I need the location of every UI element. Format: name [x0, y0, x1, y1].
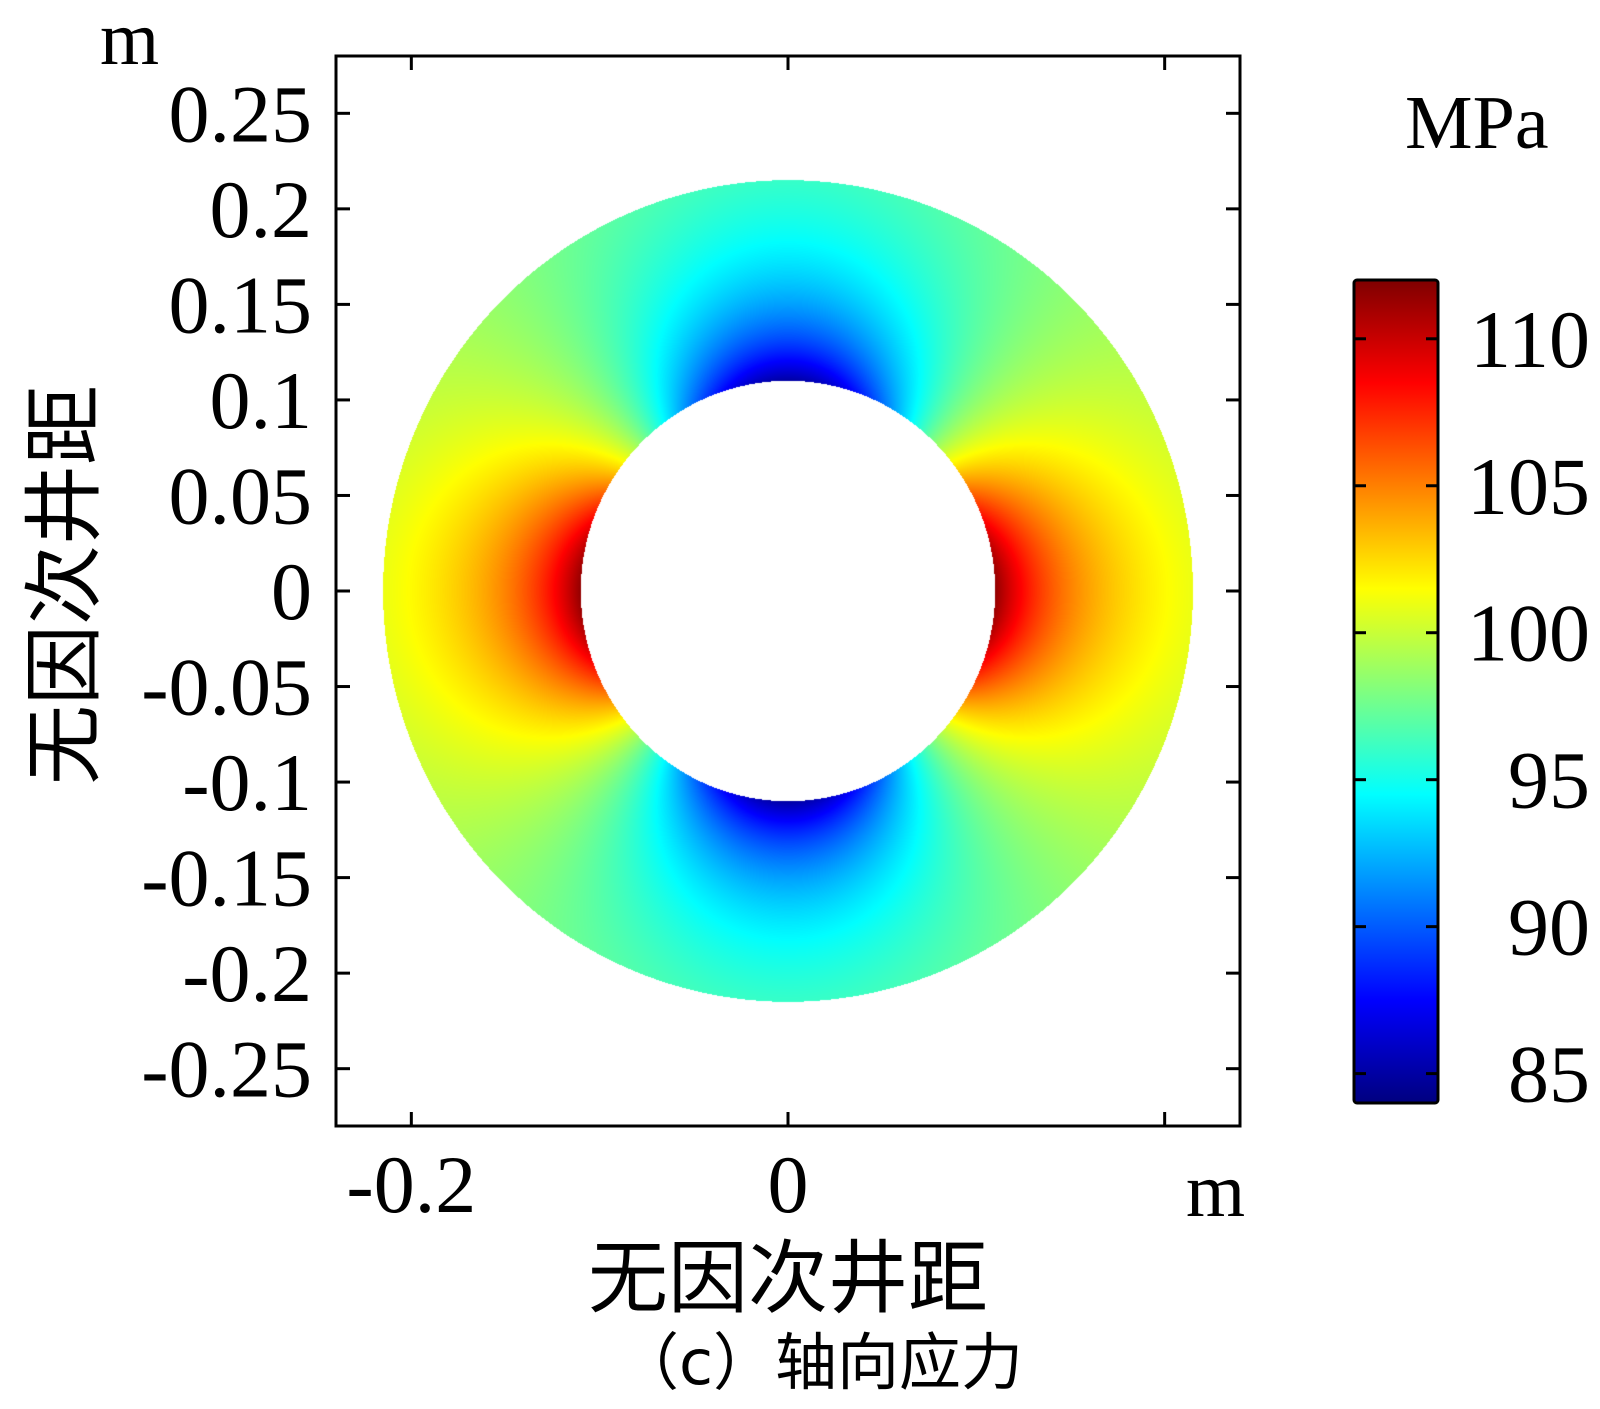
- y-tick-label: 0.2: [210, 164, 313, 255]
- colorbar-tick-label: 90: [1508, 882, 1590, 973]
- colorbar-tick-label: 110: [1470, 294, 1590, 385]
- colorbar-unit: MPa: [1405, 81, 1549, 165]
- colorbar: [1352, 278, 1440, 1105]
- y-axis-label: 无因次井距: [18, 385, 111, 785]
- y-unit-label: m: [100, 0, 159, 81]
- y-tick-label: 0.1: [210, 355, 313, 446]
- colorbar-tick-label: 85: [1508, 1029, 1590, 1120]
- stress-heatmap: [336, 56, 1240, 1126]
- colorbar-tick-label: 100: [1467, 588, 1590, 679]
- y-tick-label: -0.15: [141, 833, 312, 924]
- y-tick-label: -0.1: [182, 737, 312, 828]
- x-tick-label: -0.2: [346, 1139, 476, 1230]
- y-tick-labels: 0.250.20.150.10.050-0.05-0.1-0.15-0.2-0.…: [141, 68, 312, 1114]
- y-tick-label: 0: [271, 546, 312, 637]
- y-tick-label: 0.05: [169, 450, 313, 541]
- y-tick-label: 0.25: [169, 68, 313, 159]
- annulus-stress-field: [336, 56, 1240, 1126]
- y-tick-label: -0.05: [141, 642, 312, 733]
- x-tick-label: 0: [768, 1139, 809, 1230]
- x-axis-label: 无因次井距: [588, 1232, 988, 1325]
- x-tick-marks: [409, 56, 1167, 1126]
- colorbar-tick-label: 95: [1508, 735, 1590, 826]
- colorbar-ticks: 110 105 100 95 90 85: [1354, 294, 1590, 1120]
- y-tick-label: 0.15: [169, 259, 313, 350]
- y-tick-label: -0.25: [141, 1024, 312, 1115]
- y-tick-marks: [336, 111, 1240, 1071]
- x-unit-label: m: [1186, 1149, 1245, 1233]
- figure-caption: （c）轴向应力: [617, 1326, 1023, 1399]
- colorbar-tick-label: 105: [1467, 441, 1590, 532]
- x-tick-labels: -0.2 0: [346, 1139, 808, 1230]
- y-tick-label: -0.2: [182, 928, 312, 1019]
